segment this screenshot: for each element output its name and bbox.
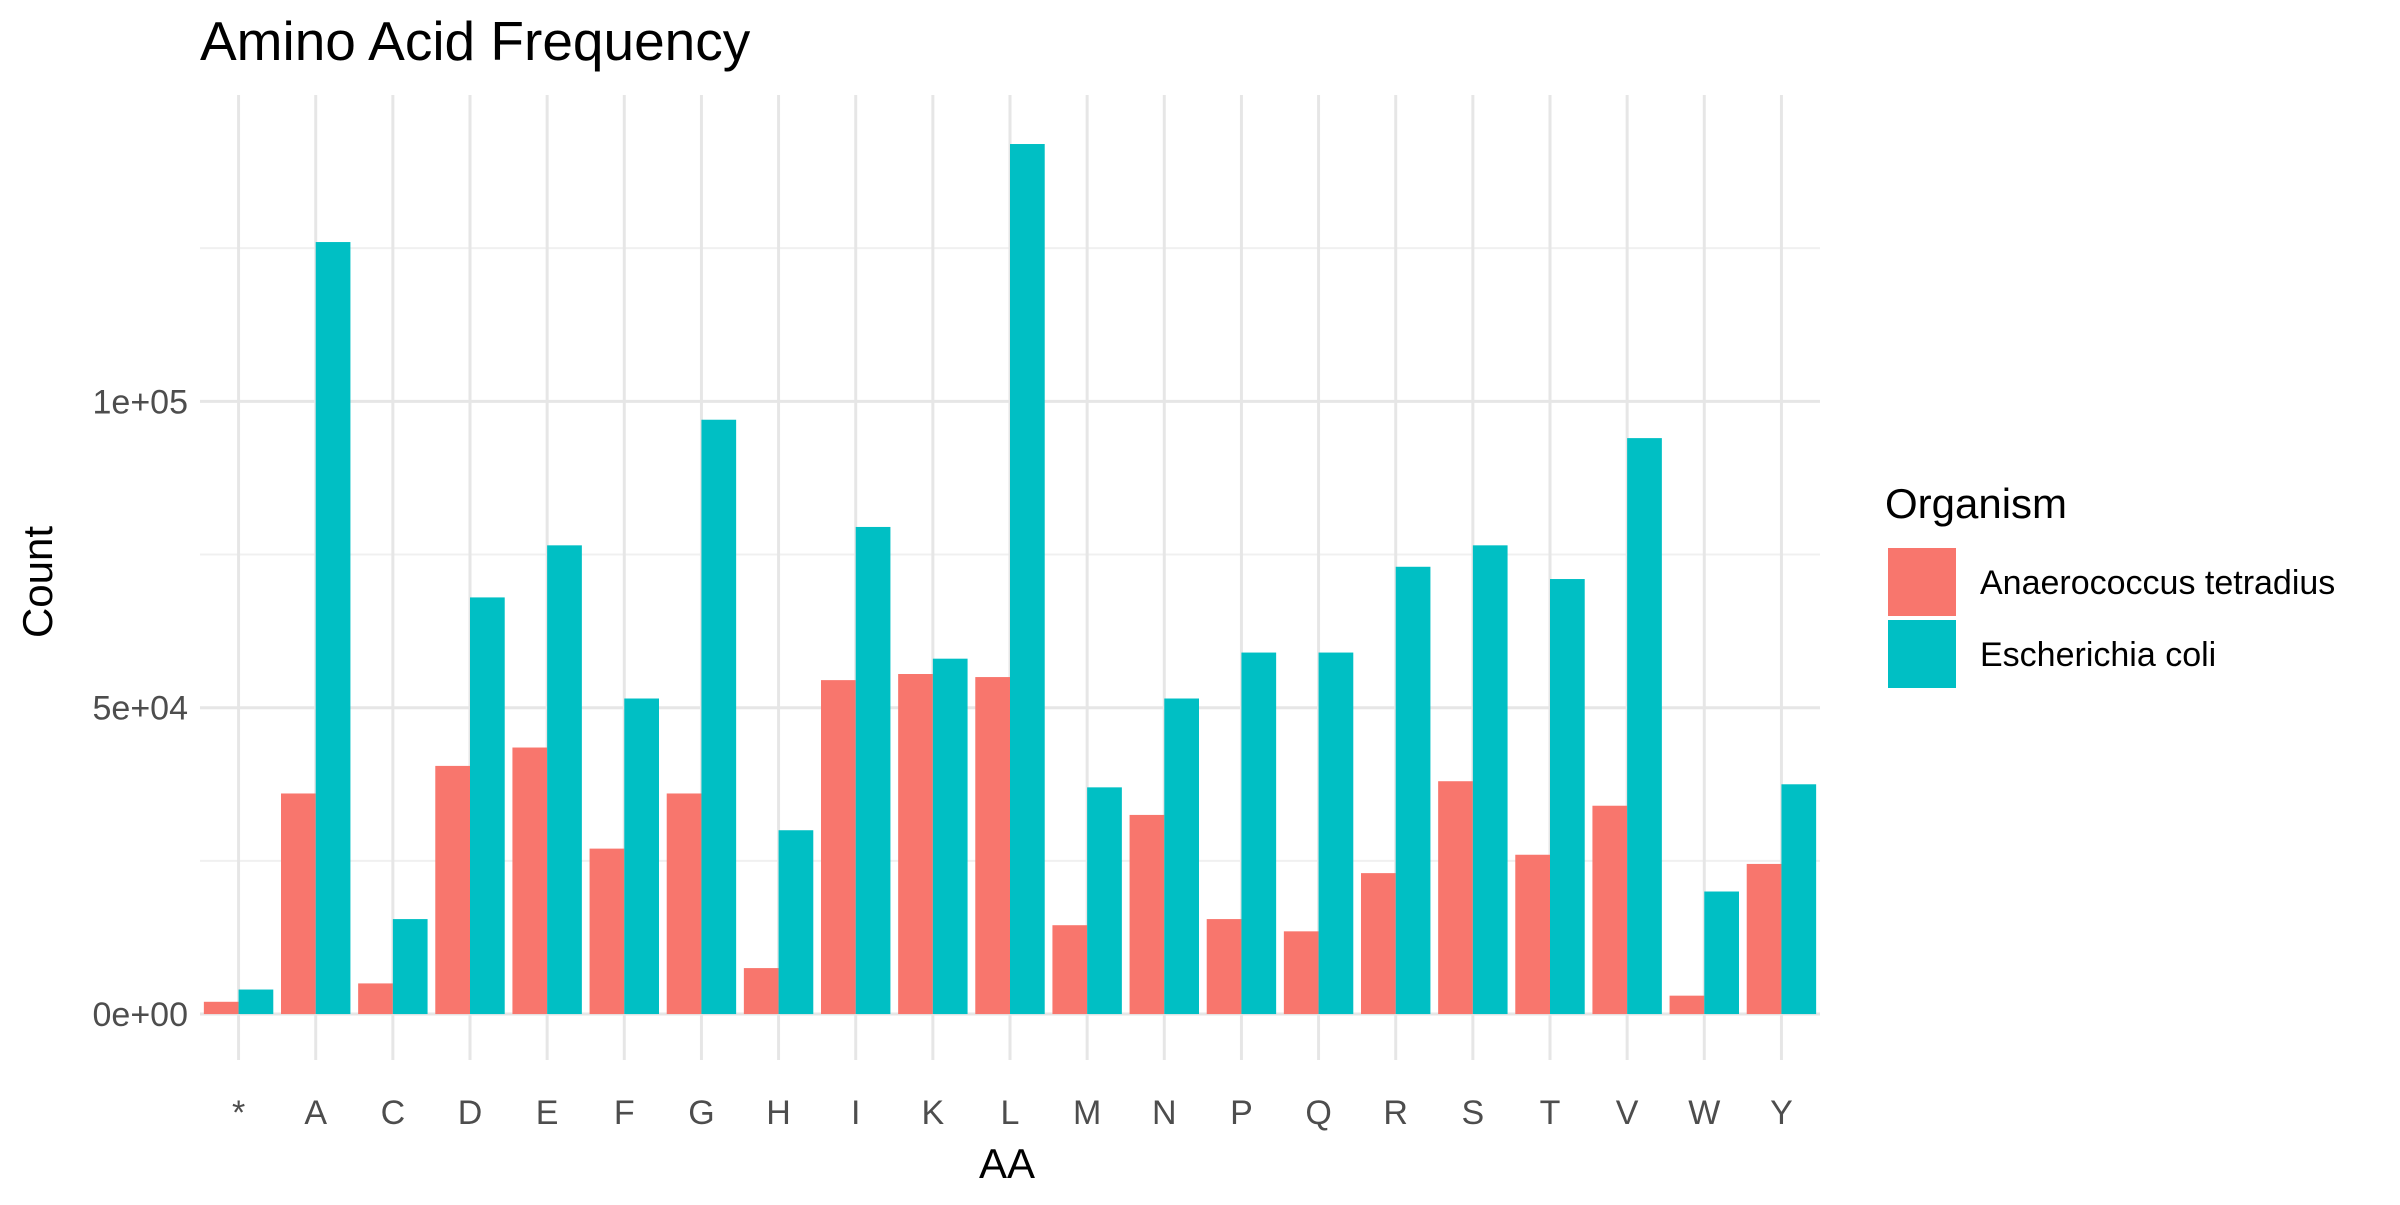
bar-anaerococcus-tetradius-stop <box>203 1001 239 1015</box>
bar-anaerococcus-tetradius-w <box>1669 995 1705 1015</box>
legend: Organism Anaerococcus tetradius Escheric… <box>1885 480 2335 688</box>
bar-anaerococcus-tetradius-s <box>1438 781 1473 1015</box>
bar-escherichia-coli-s <box>1472 545 1508 1015</box>
x-tick-label: Q <box>1305 1094 1331 1132</box>
x-axis-title: AA <box>979 1140 1035 1187</box>
legend-key-anaerococcus-tetradius <box>1888 548 1956 616</box>
legend-key-escherichia-coli <box>1888 620 1956 688</box>
bar-escherichia-coli-h <box>778 830 814 1015</box>
bar-anaerococcus-tetradius-g <box>666 793 702 1015</box>
y-tick-label: 0e+00 <box>93 996 189 1034</box>
bar-escherichia-coli-d <box>470 597 505 1015</box>
bar-escherichia-coli-m <box>1087 787 1122 1015</box>
x-tick-label: N <box>1152 1094 1177 1132</box>
bar-escherichia-coli-y <box>1781 784 1817 1015</box>
bar-anaerococcus-tetradius-i <box>821 680 856 1015</box>
bar-anaerococcus-tetradius-h <box>743 968 779 1015</box>
x-tick-label: I <box>851 1094 860 1132</box>
bar-escherichia-coli-l <box>1010 144 1045 1015</box>
bar-escherichia-coli-p <box>1241 652 1277 1015</box>
bar-escherichia-coli-e <box>547 545 582 1015</box>
y-axis-ticks: 0e+00 5e+04 1e+05 <box>93 383 189 1034</box>
x-tick-label: * <box>232 1094 245 1132</box>
bar-escherichia-coli-i <box>855 526 891 1015</box>
bar-anaerococcus-tetradius-y <box>1746 863 1782 1015</box>
x-tick-label: R <box>1383 1094 1408 1132</box>
bar-escherichia-coli-n <box>1164 698 1199 1015</box>
bar-anaerococcus-tetradius-f <box>589 848 625 1015</box>
bar-escherichia-coli-w <box>1704 891 1739 1015</box>
chart-title: Amino Acid Frequency <box>200 10 751 72</box>
bar-escherichia-coli-stop <box>238 989 274 1015</box>
y-axis-title: Count <box>14 526 61 638</box>
bar-anaerococcus-tetradius-m <box>1052 925 1088 1015</box>
x-tick-label: A <box>304 1094 327 1132</box>
bar-escherichia-coli-c <box>392 919 428 1015</box>
x-tick-label: Y <box>1770 1094 1793 1132</box>
y-tick-label: 1e+05 <box>93 383 189 421</box>
x-tick-label: G <box>688 1094 714 1132</box>
bar-anaerococcus-tetradius-c <box>358 983 393 1015</box>
bar-escherichia-coli-t <box>1550 579 1585 1015</box>
bar-anaerococcus-tetradius-q <box>1283 931 1319 1015</box>
x-tick-label: T <box>1540 1094 1561 1132</box>
x-tick-label: L <box>1001 1094 1020 1132</box>
bar-anaerococcus-tetradius-p <box>1206 919 1242 1015</box>
x-tick-label: D <box>458 1094 483 1132</box>
x-tick-label: P <box>1230 1094 1253 1132</box>
x-axis-ticks: * A C D E F G H I K L M N P Q R S T V W Y <box>232 1094 1793 1132</box>
x-tick-label: S <box>1462 1094 1485 1132</box>
bar-anaerococcus-tetradius-k <box>898 674 933 1015</box>
bar-escherichia-coli-q <box>1318 652 1354 1015</box>
x-tick-label: V <box>1616 1094 1639 1132</box>
y-tick-label: 5e+04 <box>93 690 189 728</box>
x-tick-label: C <box>381 1094 406 1132</box>
legend-label-escherichia-coli: Escherichia coli <box>1980 636 2216 674</box>
x-tick-label: H <box>766 1094 791 1132</box>
x-tick-label: F <box>614 1094 635 1132</box>
legend-title: Organism <box>1885 480 2067 527</box>
x-tick-label: K <box>922 1094 945 1132</box>
bar-escherichia-coli-r <box>1395 566 1431 1015</box>
legend-label-anaerococcus-tetradius: Anaerococcus tetradius <box>1980 564 2335 602</box>
x-tick-label: M <box>1073 1094 1101 1132</box>
bar-anaerococcus-tetradius-e <box>512 747 548 1015</box>
bar-anaerococcus-tetradius-a <box>281 793 316 1015</box>
bar-anaerococcus-tetradius-d <box>435 765 470 1015</box>
bar-escherichia-coli-a <box>315 242 351 1015</box>
bar-escherichia-coli-f <box>624 698 659 1015</box>
bar-anaerococcus-tetradius-n <box>1129 814 1165 1015</box>
bar-escherichia-coli-k <box>932 658 968 1015</box>
x-tick-label: W <box>1688 1094 1720 1132</box>
bar-anaerococcus-tetradius-t <box>1515 854 1550 1015</box>
bars <box>203 144 1817 1015</box>
bar-escherichia-coli-v <box>1627 438 1662 1015</box>
bar-escherichia-coli-g <box>701 419 737 1015</box>
bar-anaerococcus-tetradius-r <box>1361 873 1396 1015</box>
x-tick-label: E <box>536 1094 559 1132</box>
bar-anaerococcus-tetradius-l <box>975 677 1010 1015</box>
bar-anaerococcus-tetradius-v <box>1592 805 1628 1015</box>
